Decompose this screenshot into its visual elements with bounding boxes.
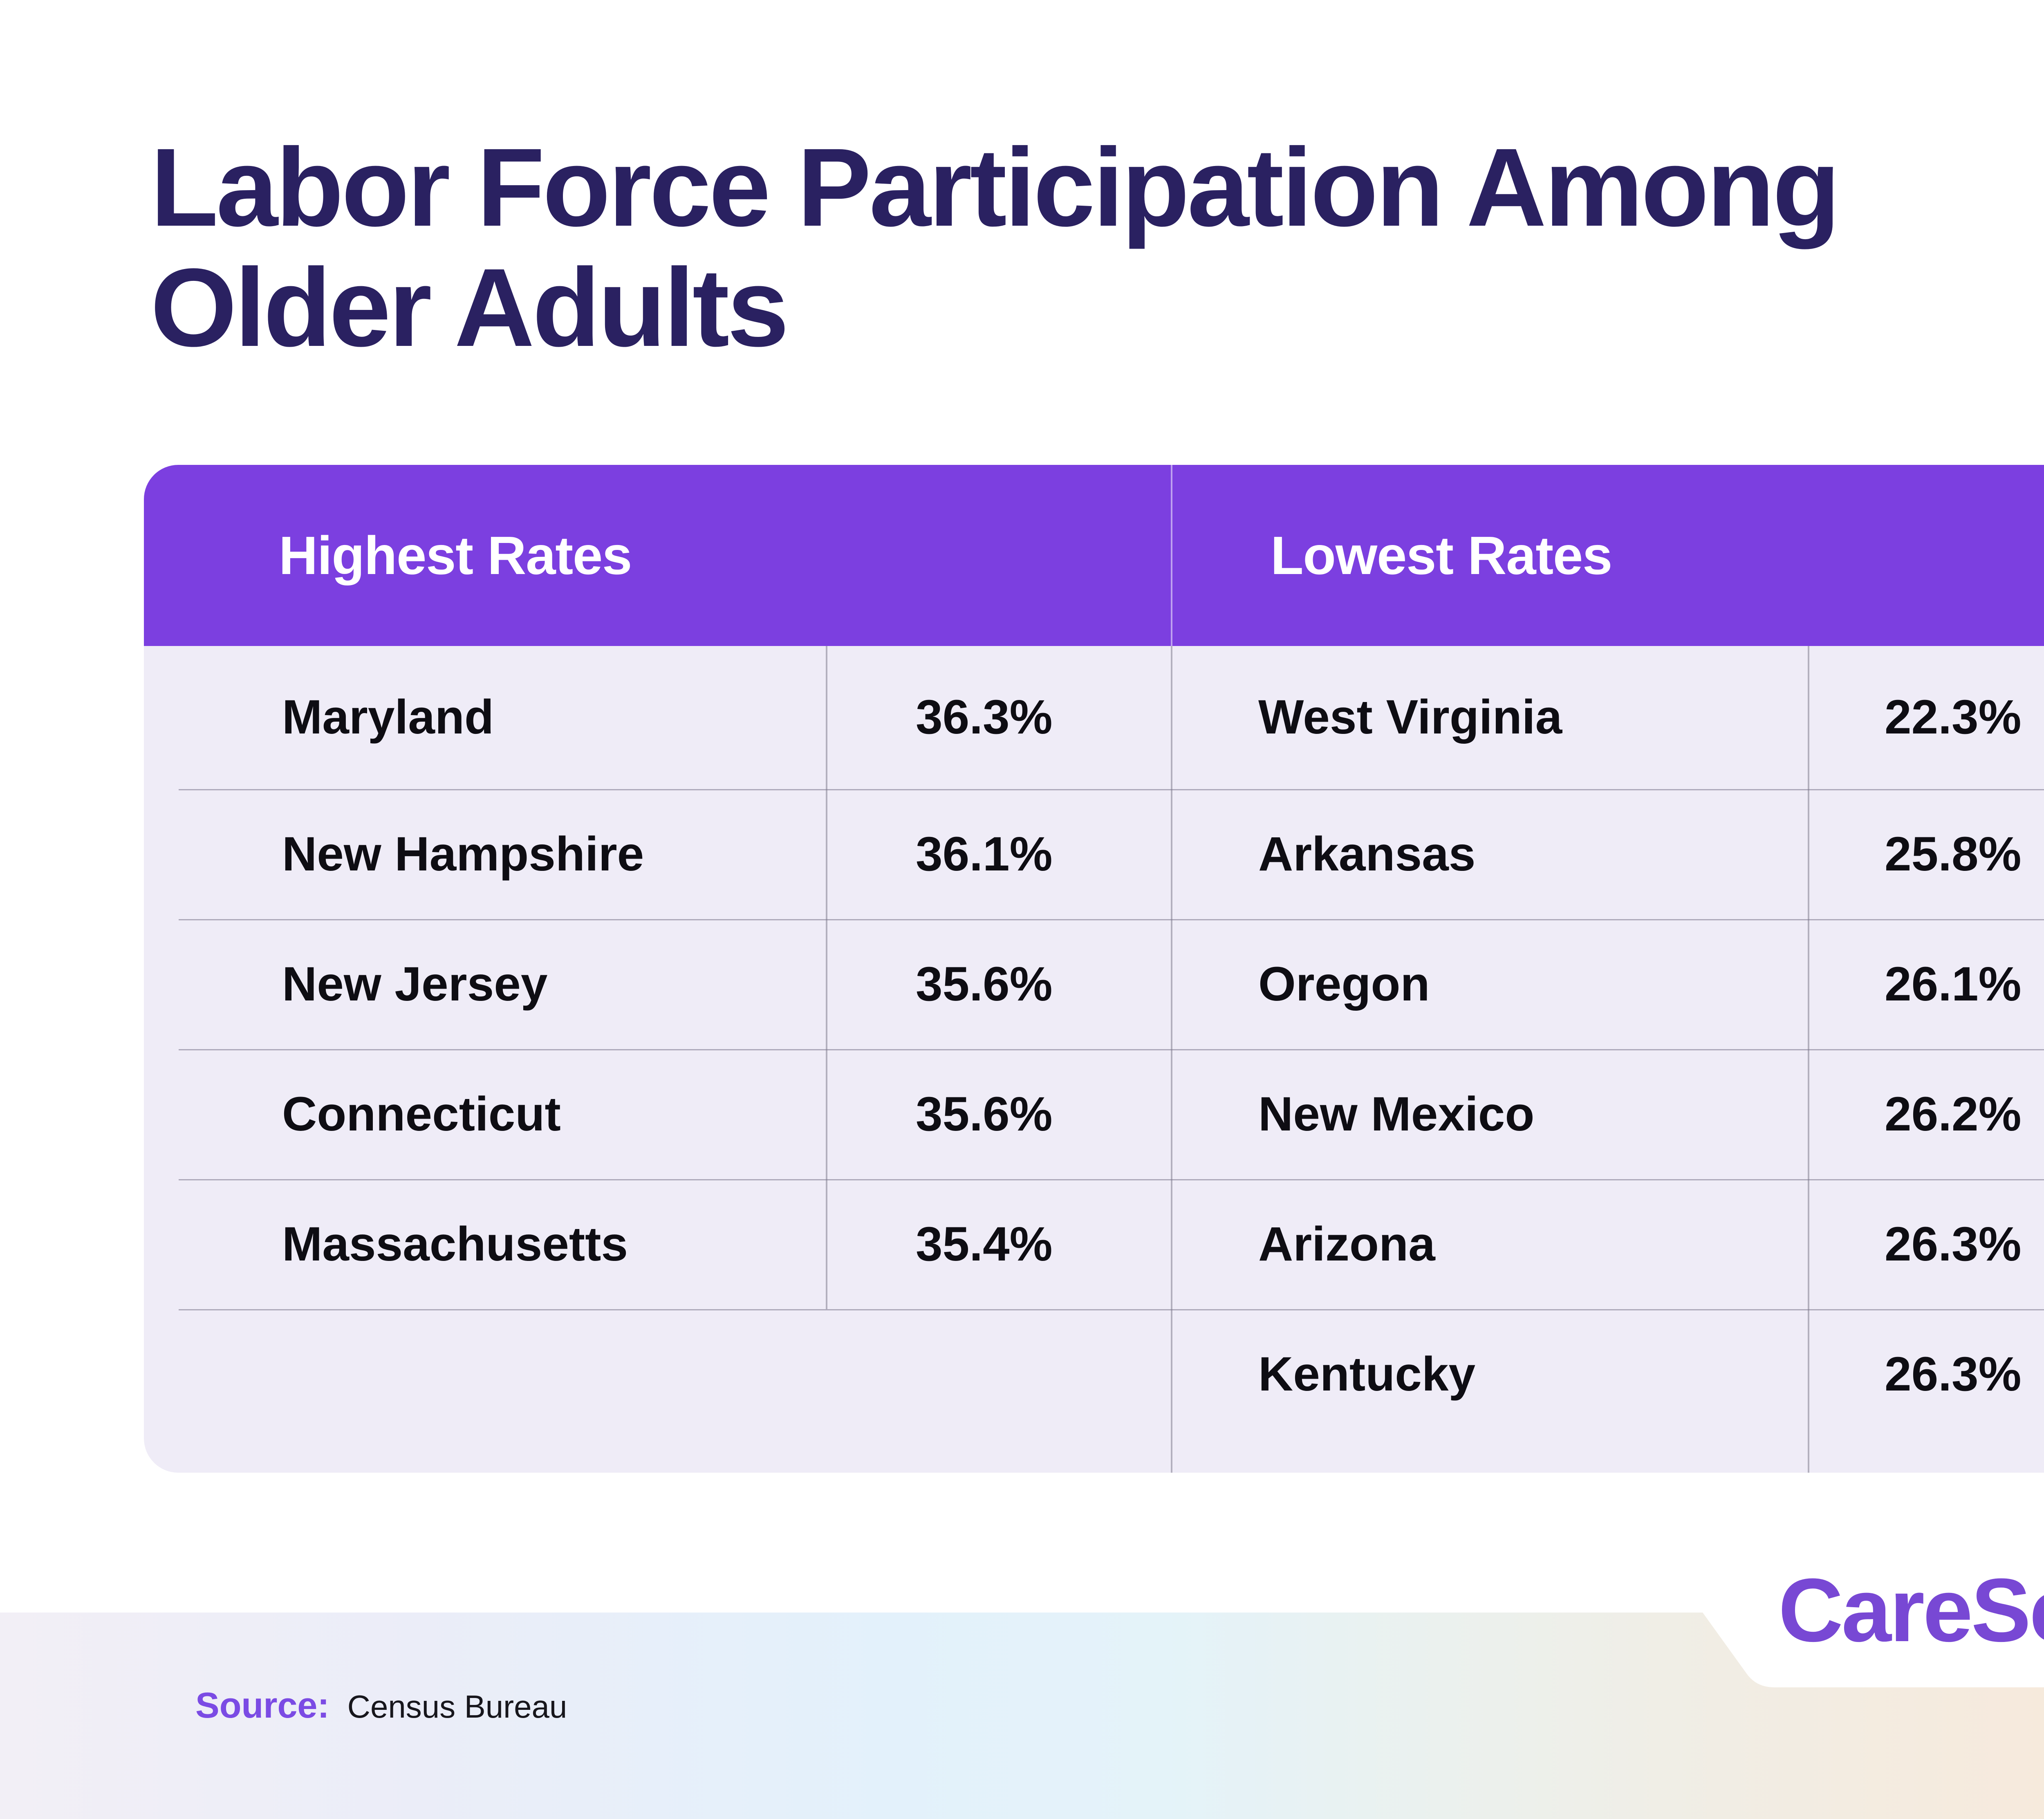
- lowest-rate: 26.3%: [1885, 1217, 2022, 1271]
- highest-rate: 36.1%: [916, 827, 1053, 881]
- highest-state: Maryland: [282, 690, 494, 744]
- page-title: Labor Force Participation Among Older Adu…: [150, 125, 1840, 370]
- highest-state: New Jersey: [282, 957, 548, 1011]
- lowest-state: West Virginia: [1258, 690, 1562, 744]
- row-separator: [179, 919, 2044, 920]
- source-label: Source:: [195, 1685, 329, 1725]
- row-separator: [179, 1049, 2044, 1050]
- rates-table: Highest Rates Lowest Rates Maryland 36.3…: [144, 465, 2044, 1473]
- highest-rate: 35.4%: [916, 1217, 1053, 1271]
- highest-state: Connecticut: [282, 1087, 561, 1141]
- center-divider-header: [1171, 465, 1172, 646]
- title-line-2: Older Adults: [150, 245, 789, 370]
- row-separator: [179, 1309, 2044, 1310]
- carescout-logo: CareScout®: [1778, 1559, 2044, 1662]
- lowest-rate: 25.8%: [1885, 827, 2022, 881]
- column-header-lowest-rates: Lowest Rates: [1271, 525, 1612, 585]
- title-line-1: Labor Force Participation Among: [150, 125, 1840, 249]
- lowest-rate: 26.1%: [1885, 957, 2022, 1011]
- lowest-state: Kentucky: [1258, 1347, 1476, 1401]
- footer-gradient-strip: [0, 1613, 2044, 1819]
- highest-rate: 35.6%: [916, 957, 1053, 1011]
- carescout-wordmark: CareScout: [1778, 1560, 2044, 1660]
- lowest-rate: 26.3%: [1885, 1347, 2022, 1401]
- highest-state: New Hampshire: [282, 827, 644, 881]
- table-header-band: Highest Rates Lowest Rates: [144, 465, 2044, 646]
- highest-rate: 35.6%: [916, 1087, 1053, 1141]
- source-value: Census Bureau: [347, 1689, 567, 1725]
- row-separator: [179, 1179, 2044, 1180]
- lowest-state: Oregon: [1258, 957, 1430, 1011]
- lowest-state: Arizona: [1258, 1217, 1435, 1271]
- highest-state: Massachusetts: [282, 1217, 628, 1271]
- row-separator: [179, 789, 2044, 790]
- lowest-rate: 22.3%: [1885, 690, 2022, 744]
- highest-rate: 36.3%: [916, 690, 1053, 744]
- center-divider-body: [1171, 646, 1172, 1473]
- logo-card-shape: [1703, 1613, 2044, 1687]
- column-header-highest-rates: Highest Rates: [279, 525, 632, 585]
- source-line: Source: Census Bureau: [195, 1684, 567, 1726]
- highest-column-divider: [826, 646, 827, 1309]
- lowest-state: New Mexico: [1258, 1087, 1535, 1141]
- lowest-state: Arkansas: [1258, 827, 1476, 881]
- lowest-column-divider: [1808, 646, 1809, 1473]
- lowest-rate: 26.2%: [1885, 1087, 2022, 1141]
